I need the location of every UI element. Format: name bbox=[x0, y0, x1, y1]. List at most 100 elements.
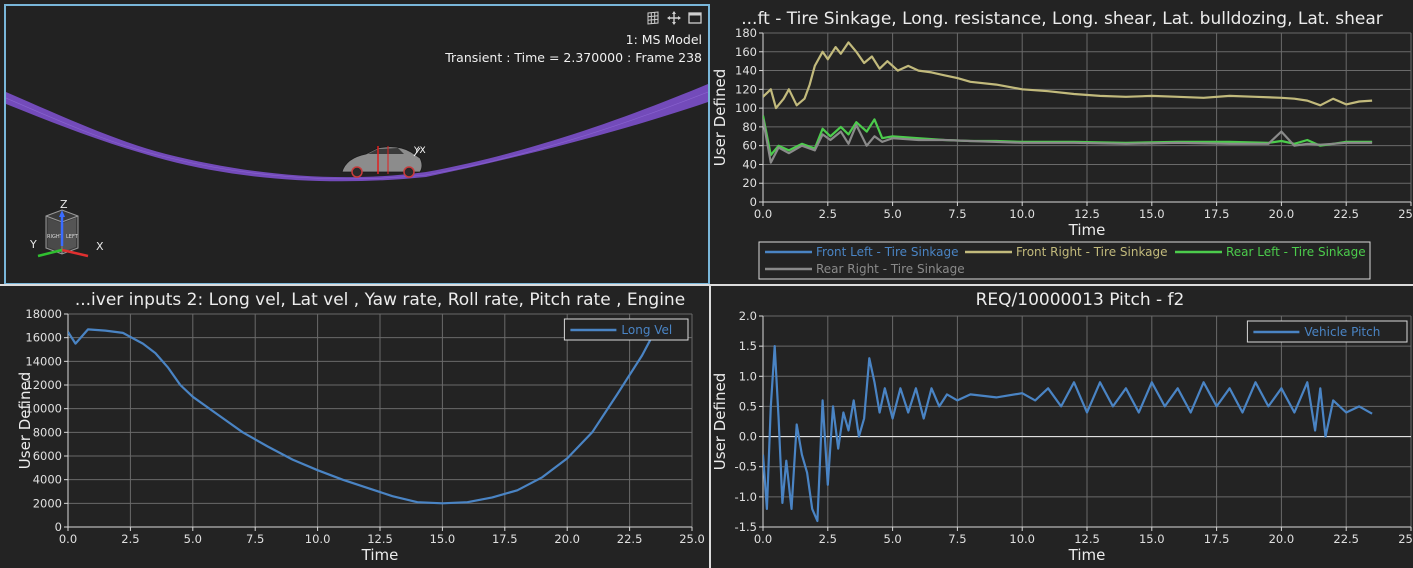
x-tick-label: 20.0 bbox=[554, 532, 580, 546]
chart-title: ...ft - Tire Sinkage, Long. resistance, … bbox=[741, 9, 1383, 29]
x-tick-label: 17.5 bbox=[1204, 532, 1230, 546]
y-tick-label: 14000 bbox=[25, 354, 62, 368]
y-tick-label: 4000 bbox=[33, 473, 62, 487]
y-tick-label: 80 bbox=[742, 120, 757, 134]
x-tick-label: 25.0 bbox=[1398, 207, 1413, 221]
viewport-toolbar bbox=[646, 11, 702, 25]
y-tick-label: 0 bbox=[750, 195, 757, 209]
y-tick-label: 0.5 bbox=[739, 399, 757, 413]
x-axis-label: Time bbox=[361, 546, 399, 564]
x-tick-label: 0.0 bbox=[754, 532, 772, 546]
tire-sinkage-plot-window[interactable]: ...ft - Tire Sinkage, Long. resistance, … bbox=[712, 2, 1413, 284]
window-icon[interactable] bbox=[688, 11, 702, 25]
y-tick-label: -1.5 bbox=[735, 520, 757, 534]
x-tick-label: 12.5 bbox=[367, 532, 393, 546]
window-divider-horizontal[interactable] bbox=[0, 284, 1413, 286]
y-tick-label: 40 bbox=[742, 157, 757, 171]
vehicle-model: YX bbox=[341, 146, 426, 178]
x-tick-label: 0.0 bbox=[754, 207, 772, 221]
y-tick-label: 0 bbox=[55, 520, 62, 534]
triad-y-label: Y bbox=[29, 238, 37, 251]
x-tick-label: 15.0 bbox=[1139, 532, 1165, 546]
y-tick-label: 0.0 bbox=[739, 430, 757, 444]
x-tick-label: 0.0 bbox=[59, 532, 77, 546]
y-tick-label: 8000 bbox=[33, 425, 62, 439]
x-tick-label: 20.0 bbox=[1269, 532, 1295, 546]
chart-legend[interactable]: Long Vel bbox=[563, 318, 689, 341]
legend-entry[interactable]: Front Right - Tire Sinkage bbox=[1016, 245, 1168, 259]
x-tick-label: 12.5 bbox=[1074, 532, 1100, 546]
x-tick-label: 7.5 bbox=[246, 532, 264, 546]
series-line-1[interactable] bbox=[763, 41, 1373, 110]
pitch-chart[interactable]: REQ/10000013 Pitch - f2 0.0 2.5 5.0 7.5 10.0 1… bbox=[712, 286, 1413, 568]
triad-z-label: Z bbox=[60, 198, 68, 211]
x-tick-label: 15.0 bbox=[1139, 207, 1165, 221]
y-axis-label: User Defined bbox=[16, 372, 34, 469]
legend-entry[interactable]: Long Vel bbox=[621, 323, 672, 337]
y-tick-label: 12000 bbox=[25, 378, 62, 392]
y-axis-label: User Defined bbox=[712, 69, 729, 166]
series-line-3[interactable] bbox=[763, 119, 1373, 164]
move-icon[interactable] bbox=[667, 11, 681, 25]
y-tick-label: 6000 bbox=[33, 449, 62, 463]
x-tick-label: 10.0 bbox=[305, 532, 331, 546]
chart-legend[interactable]: Front Left - Tire Sinkage Front Right - T… bbox=[758, 241, 1371, 280]
svg-text:RIGHT: RIGHT bbox=[47, 234, 64, 240]
window-divider-vertical[interactable] bbox=[709, 286, 711, 568]
legend-entry[interactable]: Rear Right - Tire Sinkage bbox=[816, 262, 965, 276]
x-axis-label: Time bbox=[1068, 546, 1106, 564]
x-tick-label: 20.0 bbox=[1269, 207, 1295, 221]
x-tick-label: 12.5 bbox=[1074, 207, 1100, 221]
legend-entry[interactable]: Rear Left - Tire Sinkage bbox=[1226, 245, 1366, 259]
x-tick-label: 10.0 bbox=[1009, 207, 1035, 221]
x-axis-label: Time bbox=[1068, 221, 1106, 239]
y-tick-label: 120 bbox=[735, 82, 757, 96]
model-label: 1: MS Model bbox=[625, 32, 702, 47]
chart-title: REQ/10000013 Pitch - f2 bbox=[976, 290, 1185, 310]
model-viewport[interactable]: 1: MS Model Transient : Time = 2.370000 … bbox=[4, 4, 710, 285]
x-tick-label: 17.5 bbox=[492, 532, 518, 546]
x-tick-label: 22.5 bbox=[1333, 207, 1359, 221]
pitch-plot-window[interactable]: REQ/10000013 Pitch - f2 0.0 2.5 5.0 7.5 10.0 1… bbox=[712, 286, 1413, 568]
y-tick-label: 2.0 bbox=[739, 309, 757, 323]
legend-entry[interactable]: Vehicle Pitch bbox=[1304, 325, 1380, 339]
y-tick-label: 16000 bbox=[25, 331, 62, 345]
x-tick-label: 10.0 bbox=[1009, 532, 1035, 546]
svg-text:YX: YX bbox=[413, 146, 426, 156]
svg-text:LEFT: LEFT bbox=[66, 234, 79, 240]
tire-sinkage-chart[interactable]: ...ft - Tire Sinkage, Long. resistance, … bbox=[712, 2, 1413, 284]
x-tick-label: 22.5 bbox=[1333, 532, 1359, 546]
x-tick-label: 22.5 bbox=[617, 532, 643, 546]
chart-title: ...iver inputs 2: Long vel, Lat vel , Ya… bbox=[75, 290, 685, 310]
x-tick-label: 2.5 bbox=[121, 532, 139, 546]
series-line-0[interactable] bbox=[68, 328, 656, 505]
long-vel-plot-window[interactable]: ...iver inputs 2: Long vel, Lat vel , Ya… bbox=[0, 286, 709, 568]
y-tick-label: -0.5 bbox=[735, 460, 757, 474]
y-tick-label: -1.0 bbox=[735, 490, 757, 504]
x-tick-label: 5.0 bbox=[883, 207, 901, 221]
y-axis-label: User Defined bbox=[712, 373, 729, 470]
road-scene: YX bbox=[6, 84, 708, 182]
y-tick-label: 180 bbox=[735, 26, 757, 40]
y-tick-label: 18000 bbox=[25, 307, 62, 321]
long-vel-chart[interactable]: ...iver inputs 2: Long vel, Lat vel , Ya… bbox=[0, 286, 709, 568]
x-tick-label: 25.0 bbox=[679, 532, 705, 546]
series-line-2[interactable] bbox=[763, 115, 1373, 157]
series-line-0[interactable] bbox=[763, 345, 1373, 523]
transient-status: Transient : Time = 2.370000 : Frame 238 bbox=[445, 50, 702, 65]
x-tick-label: 5.0 bbox=[184, 532, 202, 546]
y-tick-label: 140 bbox=[735, 64, 757, 78]
axis-triad[interactable]: RIGHT LEFT Z Y X bbox=[26, 196, 116, 266]
grid-icon[interactable] bbox=[646, 11, 660, 25]
x-tick-label: 2.5 bbox=[819, 532, 837, 546]
x-tick-label: 7.5 bbox=[948, 207, 966, 221]
y-tick-label: 60 bbox=[742, 139, 757, 153]
y-tick-label: 10000 bbox=[25, 402, 62, 416]
x-tick-label: 25.0 bbox=[1398, 532, 1413, 546]
chart-legend[interactable]: Vehicle Pitch bbox=[1246, 320, 1408, 343]
x-tick-label: 17.5 bbox=[1204, 207, 1230, 221]
y-tick-label: 1.5 bbox=[739, 339, 757, 353]
triad-x-label: X bbox=[96, 240, 104, 253]
legend-entry[interactable]: Front Left - Tire Sinkage bbox=[816, 245, 959, 259]
y-tick-label: 1.0 bbox=[739, 369, 757, 383]
